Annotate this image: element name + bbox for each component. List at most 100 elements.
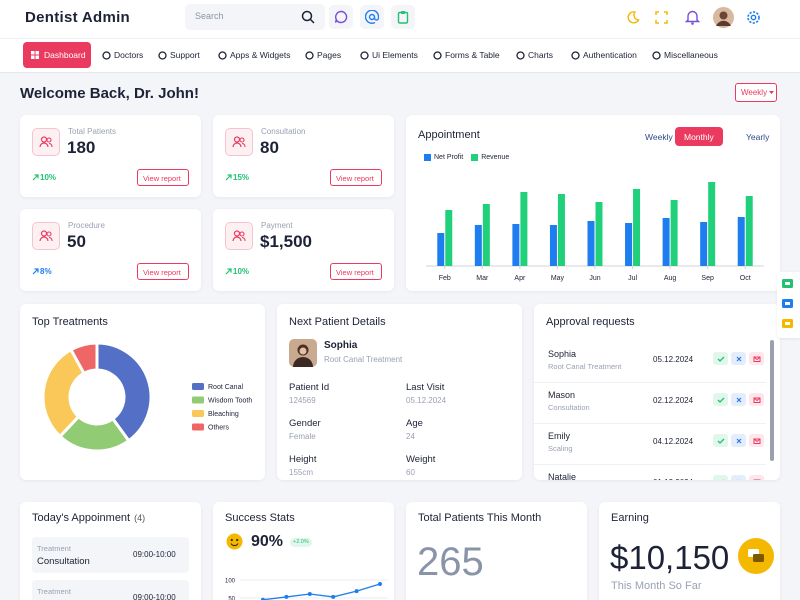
badge: +2.0% [290, 538, 312, 547]
stat-icon [32, 222, 60, 250]
tab-label: Monthly [684, 132, 714, 142]
nav-icon [102, 51, 111, 60]
period-tab[interactable]: Monthly [675, 127, 723, 146]
action-icon [717, 397, 724, 403]
caret [769, 91, 774, 94]
bar [708, 182, 716, 266]
period-tab[interactable]: Yearly [737, 127, 778, 146]
approve-button[interactable] [713, 475, 728, 480]
appointment-item[interactable]: Treatment Consultation 09:00-10:00 [32, 537, 189, 573]
header-icon-button[interactable] [391, 5, 415, 29]
header-icon-button[interactable] [329, 5, 353, 29]
header-icon [334, 10, 348, 24]
stat-card: Payment $1,500 10% View report [213, 209, 394, 291]
card-title: Total Patients This Month [418, 512, 542, 524]
nav-icon [652, 51, 661, 60]
approve-button[interactable] [713, 352, 728, 365]
stat-card: Consultation 80 15% View report [213, 115, 394, 197]
field-value: Female [289, 432, 316, 441]
message-button[interactable] [749, 434, 764, 447]
row-divider [534, 464, 766, 465]
chat-fab[interactable] [738, 538, 774, 574]
nav-label: Apps & Widgets [230, 50, 291, 60]
request-name: Emily [548, 431, 570, 441]
legend-label: Root Canal [208, 384, 243, 391]
request-date: 02.12.2024 [653, 396, 694, 405]
period-dropdown[interactable]: Weekly [735, 83, 777, 102]
search-box[interactable]: Search [185, 4, 325, 30]
x-tick-label: Aug [664, 275, 677, 282]
side-icon[interactable] [782, 319, 793, 328]
x-tick-label: Jun [589, 275, 600, 282]
reject-button[interactable] [731, 434, 746, 447]
approve-button[interactable] [713, 434, 728, 447]
stat-icon [225, 222, 253, 250]
user-avatar[interactable] [713, 7, 734, 28]
field-value: 155cm [289, 468, 314, 477]
nav-item-active[interactable]: Dashboard [23, 42, 91, 68]
nav-icon [360, 51, 369, 60]
button-label: View report [336, 267, 374, 277]
x-tick-label: Mar [476, 275, 489, 282]
theme-toggle[interactable] [625, 10, 640, 25]
x-tick-label: Oct [740, 275, 751, 282]
side-widget[interactable] [777, 272, 800, 338]
y-tick-label: 100 [225, 579, 236, 585]
stat-label: Consultation [261, 127, 306, 136]
approve-button[interactable] [713, 393, 728, 406]
message-button[interactable] [749, 393, 764, 406]
nav-label: Authentication [583, 50, 637, 60]
legend-swatch [192, 383, 204, 390]
action-icon [753, 356, 760, 362]
view-report-button[interactable]: View report [330, 263, 382, 280]
reject-button[interactable] [731, 393, 746, 406]
side-icon[interactable] [782, 279, 793, 288]
nav-icon [158, 51, 167, 60]
settings[interactable] [746, 10, 761, 25]
fullscreen[interactable] [654, 10, 669, 25]
view-report-button[interactable]: View report [330, 169, 382, 186]
x-tick-label: Feb [439, 275, 451, 282]
line [262, 583, 381, 600]
action-icon [736, 356, 741, 361]
nav-label: Support [170, 50, 200, 60]
header-icon [397, 11, 409, 24]
side-icon[interactable] [782, 299, 793, 308]
appointment-item[interactable]: Treatment 09:00-10:00 [32, 580, 189, 600]
view-report-button[interactable]: View report [137, 263, 189, 280]
button-label: View report [143, 173, 181, 183]
reject-button[interactable] [731, 475, 746, 480]
stat-change: 10% [40, 173, 57, 182]
header-icon [365, 10, 379, 24]
header-icon-button[interactable] [360, 5, 384, 29]
chat-icon [748, 549, 764, 562]
bar [670, 200, 678, 266]
legend-label: Bleaching [208, 411, 239, 418]
x-tick-label: Sep [701, 275, 714, 282]
approvals-card: Approval requests Sophia Root Canal Treatm… [534, 304, 780, 480]
people-icon [232, 136, 246, 148]
message-button[interactable] [749, 352, 764, 365]
today-card: Today's Appoinment (4) Treatment Consultati… [20, 502, 201, 600]
notifications[interactable] [685, 9, 700, 25]
bar-chart: Feb Mar Apr May Jun Jul Aug Sep Oct [426, 182, 764, 282]
view-report-button[interactable]: View report [137, 169, 189, 186]
logo: Dentist Admin [25, 9, 131, 26]
tab-label: Weekly [645, 132, 673, 142]
nav-icon [218, 51, 227, 60]
period-tab[interactable]: Weekly [636, 127, 682, 146]
request-name: Sophia [548, 349, 577, 359]
stat-icon [225, 128, 253, 156]
donut-chart: Root Canal Wisdom Tooth Bleaching Others [41, 341, 252, 453]
point [261, 597, 265, 600]
donut-slice [69, 341, 99, 375]
message-button[interactable] [749, 475, 764, 480]
bar [625, 223, 633, 266]
appointment-name: Consultation [37, 556, 90, 567]
action-icon [736, 397, 741, 402]
bar [482, 204, 490, 266]
reject-button[interactable] [731, 352, 746, 365]
search-icon [301, 10, 315, 24]
legend-label: Net Profit [434, 153, 464, 161]
